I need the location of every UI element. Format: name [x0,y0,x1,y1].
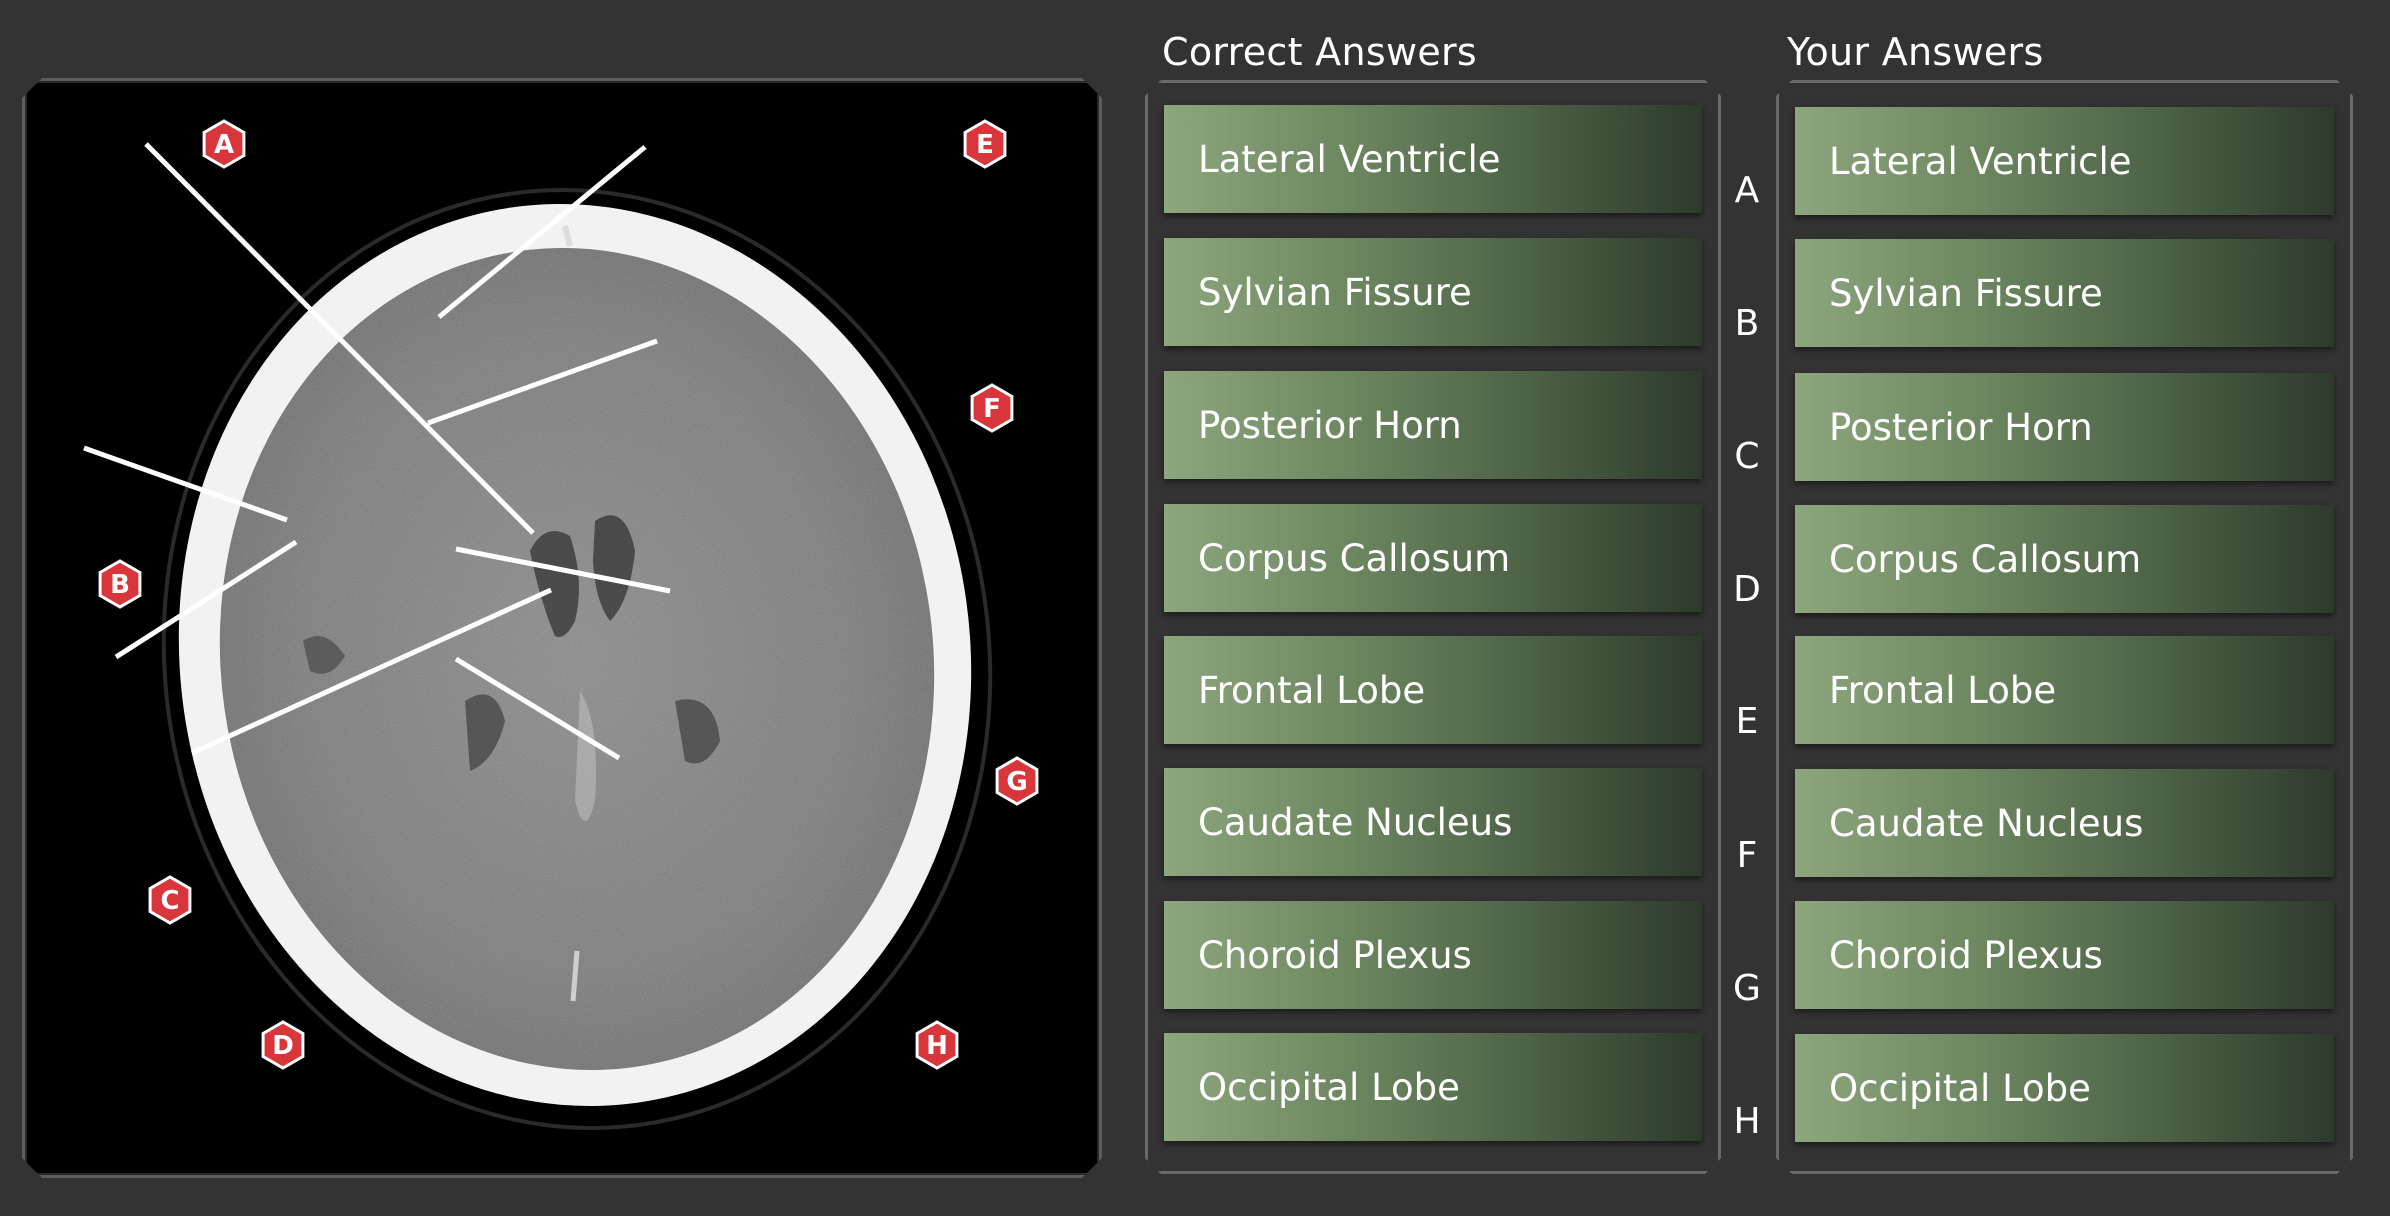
marker-a: A [204,121,244,167]
correct-answer-item: Caudate Nucleus [1164,768,1702,876]
ct-scan-panel: A B C D E F G H [22,78,1102,1178]
row-letter-b: B [1734,303,1760,344]
correct-answer-item: Posterior Horn [1164,371,1702,479]
answer-label: Frontal Lobe [1829,668,2057,712]
marker-c: C [150,877,190,923]
ventricles-shape [530,531,579,637]
marker-f: F [972,385,1012,431]
answer-label: Posterior Horn [1829,405,2093,449]
answer-label: Choroid Plexus [1829,933,2103,977]
correct-answer-item: Choroid Plexus [1164,901,1702,1009]
marker-label: H [926,1031,948,1061]
answer-label: Occipital Lobe [1198,1065,1460,1109]
marker-d: D [263,1022,303,1068]
correct-answer-item: Sylvian Fissure [1164,238,1702,346]
row-letter-e: E [1735,701,1759,742]
answer-label: Corpus Callosum [1829,537,2142,581]
answer-label: Frontal Lobe [1198,668,1426,712]
marker-label: D [272,1031,294,1061]
answer-label: Sylvian Fissure [1829,271,2103,315]
answer-label: Corpus Callosum [1198,536,1511,580]
answer-label: Caudate Nucleus [1829,801,2144,845]
marker-e: E [965,121,1005,167]
correct-answers-title: Correct Answers [1162,30,1478,74]
row-letter-a: A [1734,170,1760,211]
row-letter-g: G [1733,968,1761,1009]
answer-label: Lateral Ventricle [1829,139,2132,183]
answer-label: Occipital Lobe [1829,1066,2091,1110]
answer-label: Caudate Nucleus [1198,800,1513,844]
row-letter-d: D [1733,569,1761,610]
correct-answers-panel: Lateral Ventricle Sylvian Fissure Posterio… [1145,80,1721,1174]
marker-label: B [110,570,130,600]
answer-label: Choroid Plexus [1198,933,1472,977]
your-answers-title: Your Answers [1787,30,2044,74]
marker-b: B [100,561,140,607]
your-answer-item[interactable]: Occipital Lobe [1795,1034,2334,1142]
your-answer-item[interactable]: Frontal Lobe [1795,636,2334,744]
your-answer-item[interactable]: Caudate Nucleus [1795,769,2334,877]
ct-scan-image: A B C D E F G H [25,81,1099,1175]
correct-answer-item: Corpus Callosum [1164,504,1702,612]
row-letter-c: C [1734,436,1760,477]
marker-label: G [1006,767,1027,797]
row-letter-f: F [1736,835,1758,876]
correct-answer-item: Frontal Lobe [1164,636,1702,744]
answer-label: Sylvian Fissure [1198,270,1472,314]
marker-g: G [997,758,1037,804]
marker-label: C [160,886,179,916]
marker-h: H [917,1022,957,1068]
your-answer-item[interactable]: Lateral Ventricle [1795,107,2334,215]
your-answer-item[interactable]: Posterior Horn [1795,373,2334,481]
correct-answer-item: Lateral Ventricle [1164,105,1702,213]
row-letter-h: H [1733,1101,1761,1142]
answer-label: Lateral Ventricle [1198,137,1501,181]
your-answer-item[interactable]: Choroid Plexus [1795,901,2334,1009]
marker-label: A [214,130,234,160]
marker-label: F [983,394,1001,424]
answer-label: Posterior Horn [1198,403,1462,447]
correct-answer-item: Occipital Lobe [1164,1033,1702,1141]
your-answer-item[interactable]: Sylvian Fissure [1795,239,2334,347]
marker-label: E [976,130,994,160]
leader-lines [84,144,670,758]
your-answer-item[interactable]: Corpus Callosum [1795,505,2334,613]
your-answers-panel: Lateral Ventricle Sylvian Fissure Posterio… [1776,80,2353,1174]
